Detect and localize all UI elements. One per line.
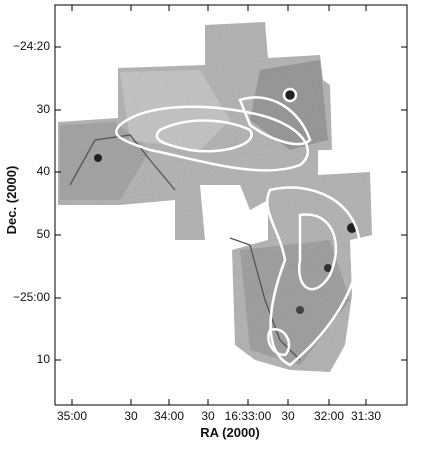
y-tick-label: −25:00: [13, 290, 50, 304]
y-tick-label: 50: [37, 227, 51, 241]
map-image: [58, 22, 372, 372]
plot-frame: [54, 4, 408, 406]
x-tick-label: 32:00: [314, 409, 344, 423]
x-tick-label: 30: [201, 409, 215, 423]
y-tick-label: 40: [37, 164, 51, 178]
x-tick-label: 30: [124, 409, 138, 423]
y-tick-label: 30: [37, 102, 51, 116]
x-tick-label: 31:30: [351, 409, 381, 423]
x-tick-label: 34:00: [154, 409, 184, 423]
y-axis-label: Dec. (2000): [4, 166, 19, 235]
y-tick-label: 10: [37, 352, 51, 366]
x-tick-label: 16:33:00: [225, 409, 272, 423]
contours: [69, 87, 362, 367]
x-tick-label: 35:00: [57, 409, 87, 423]
x-axis-label: RA (2000): [200, 425, 259, 440]
x-tick-label: 30: [281, 409, 295, 423]
y-tick-label: −24:20: [13, 39, 50, 53]
